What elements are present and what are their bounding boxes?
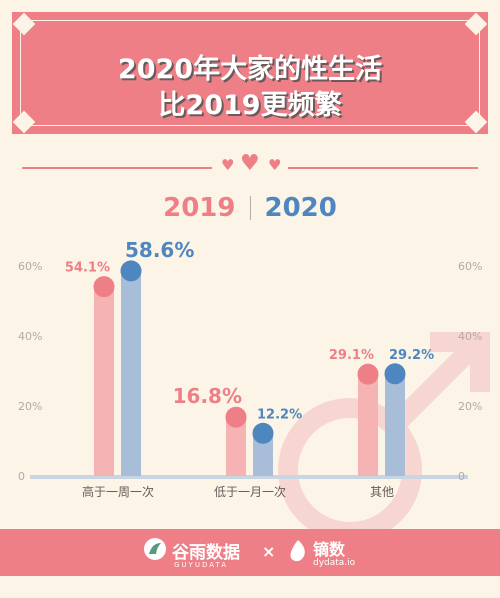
divider-right bbox=[288, 167, 478, 169]
data-label-2019: 16.8% bbox=[173, 384, 242, 408]
heart-icon: ♥ bbox=[268, 156, 282, 174]
bar-cap-2020 bbox=[252, 422, 274, 444]
y-tick-label-right: 60% bbox=[458, 260, 482, 273]
brand-separator: × bbox=[262, 542, 276, 561]
brand-dydata: 镝数 bbox=[313, 540, 346, 559]
legend-separator bbox=[249, 195, 251, 220]
chart-title-line1: 2020年大家的性生活 bbox=[117, 54, 383, 85]
footer-bar: 谷雨数据 GUYUDATA × 镝数 dydata.io bbox=[0, 529, 500, 576]
data-label-2020: 58.6% bbox=[125, 238, 194, 262]
title-banner: 2020年大家的性生活 比2019更频繁 bbox=[12, 12, 488, 134]
legend-item-2019: 2019 bbox=[163, 192, 236, 223]
chart-title: 2020年大家的性生活 比2019更频繁 bbox=[12, 52, 488, 124]
data-label-2019: 29.1% bbox=[329, 348, 374, 363]
x-tick-label: 其他 bbox=[370, 485, 394, 499]
bar-2020 bbox=[385, 373, 405, 476]
legend-item-2020: 2020 bbox=[264, 192, 337, 223]
y-tick-label-left: 40% bbox=[18, 330, 42, 343]
brand-guyu: 谷雨数据 bbox=[172, 543, 240, 563]
x-tick-label: 低于一月一次 bbox=[214, 485, 286, 499]
data-label-2020: 29.2% bbox=[389, 348, 434, 363]
male-symbol-icon-arrow bbox=[387, 342, 478, 433]
bar-cap-2020 bbox=[384, 363, 406, 385]
divider-left bbox=[22, 167, 212, 169]
heart-icon: ♥ bbox=[221, 156, 235, 174]
chart-legend: 2019 2020 bbox=[0, 192, 500, 223]
chart-title-line2: 比2019更频繁 bbox=[158, 90, 342, 121]
brand-dydata-sub: dydata.io bbox=[313, 558, 356, 568]
x-tick-label: 高于一周一次 bbox=[82, 484, 154, 499]
bar-2019 bbox=[358, 374, 378, 476]
bar-cap-2019 bbox=[225, 406, 247, 428]
y-tick-label-right: 20% bbox=[458, 400, 482, 413]
brand-guyu-sub: GUYUDATA bbox=[174, 561, 228, 569]
dydata-logo-icon bbox=[290, 540, 305, 562]
male-symbol-icon bbox=[278, 398, 422, 529]
y-tick-label-left: 20% bbox=[18, 400, 42, 413]
heart-icon: ♥ bbox=[240, 151, 260, 176]
bar-cap-2019 bbox=[93, 276, 115, 298]
data-label-2019: 54.1% bbox=[65, 261, 110, 276]
bar-2020 bbox=[121, 270, 141, 476]
data-label-2020: 12.2% bbox=[257, 407, 302, 422]
bar-2019 bbox=[226, 417, 246, 476]
bar-2019 bbox=[94, 286, 114, 476]
guyu-logo-icon bbox=[144, 538, 166, 560]
male-symbol-icon-head bbox=[430, 332, 490, 392]
y-tick-label-right: 0 bbox=[458, 470, 465, 483]
bar-cap-2019 bbox=[357, 363, 379, 385]
banner-frame bbox=[20, 20, 480, 126]
y-tick-label-right: 40% bbox=[458, 330, 482, 343]
bar-cap-2020 bbox=[120, 260, 142, 282]
y-tick-label-left: 0 bbox=[18, 470, 25, 483]
bar-2020 bbox=[253, 433, 273, 476]
y-tick-label-left: 60% bbox=[18, 260, 42, 273]
bar-chart: 0 0 20% 20% 40% 40% 60% 60% 54.1% 58.6% 高于一周一次 16.8… bbox=[18, 238, 490, 529]
